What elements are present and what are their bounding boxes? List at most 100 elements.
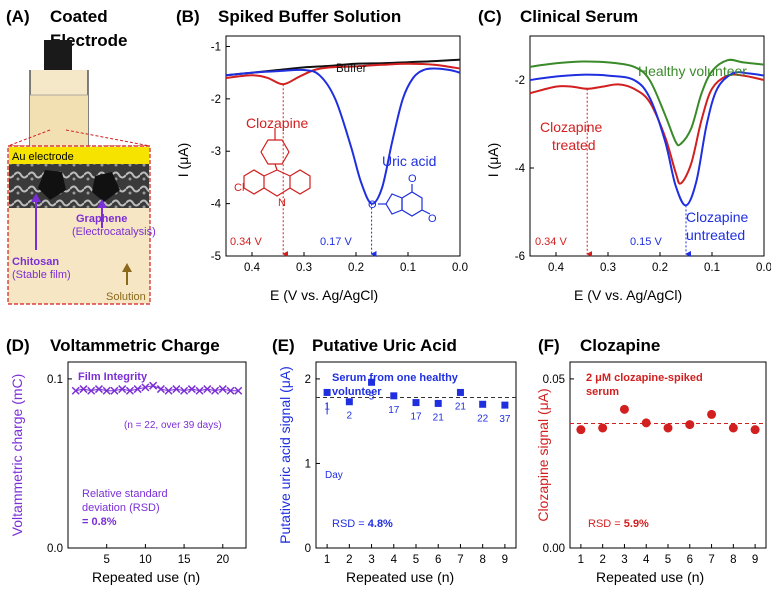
- day-value-label: 2: [347, 411, 353, 422]
- rsd-f: RSD = 5.9%: [588, 518, 649, 530]
- panel-b-series: [225, 58, 461, 257]
- x-tick-label: 1: [578, 554, 584, 566]
- y-tick-label: -1: [211, 41, 221, 53]
- peak-label-0-34: 0.34 V: [230, 236, 262, 248]
- data-point-square: [434, 399, 442, 407]
- panel-f-ticks: 1 2 3 4 5 6 7 8 9 0.00 0.05: [543, 374, 759, 566]
- x-tick-label: 6: [435, 554, 441, 566]
- nh-atom: N: [278, 197, 286, 209]
- graphene-label: Graphene: [76, 213, 127, 225]
- x-tick-label: 0.0: [756, 262, 771, 274]
- series-line-uric-acid: [225, 67, 461, 205]
- data-point-circle: [598, 423, 608, 433]
- series-line-healthy-volunteer: [529, 58, 765, 147]
- panel-d-title: Voltammetric Charge: [50, 336, 220, 355]
- x-tick-label: 0.3: [296, 262, 312, 274]
- electrode-cell-illustration: [7, 40, 151, 147]
- data-point-circle: [728, 423, 738, 433]
- y-tick-label: -4: [515, 163, 526, 175]
- panel-d: (D) Voltammetric Charge 5 10 15 20 0.0 0.1 Fi…: [6, 336, 247, 585]
- cl-atom: Cl: [234, 182, 244, 194]
- x-tick-label: 15: [178, 554, 191, 566]
- chitosan-label: Chitosan: [12, 256, 59, 268]
- rsd-label-3: = 0.8%: [82, 516, 117, 528]
- uric-o-atom: O: [368, 199, 377, 211]
- clozapine-treated-label-2: treated: [552, 137, 596, 153]
- x-tick-label: 8: [730, 554, 736, 566]
- y-tick-label: -6: [515, 251, 525, 263]
- panel-c-letter: (C): [478, 7, 502, 26]
- x-tick-label: 10: [139, 554, 152, 566]
- x-tick-label: 9: [752, 554, 758, 566]
- x-tick-label: 2: [346, 554, 352, 566]
- series-line-clozapine-treated: [529, 73, 765, 185]
- spiked-label-2: serum: [586, 386, 619, 398]
- day-value-label: 22: [477, 413, 489, 424]
- x-tick-label: 0.1: [704, 262, 720, 274]
- graphene-chitosan-film: [9, 164, 149, 208]
- uric-acid-label: Uric acid: [382, 153, 436, 169]
- y-tick-label: 0: [305, 543, 311, 555]
- x-tick-label: 8: [479, 554, 485, 566]
- chitosan-arrow-head: [31, 193, 41, 202]
- panel-b-frame: [225, 35, 461, 257]
- y-tick-label: -4: [211, 199, 222, 211]
- day-value-label: 17: [388, 405, 400, 416]
- n-note: (n = 22, over 39 days): [124, 420, 222, 431]
- panel-f: (F) Clozapine 1 2 3 4 5 6 7 8 9 0.00 0.05 2 μM clo…: [535, 336, 767, 585]
- day-label: Day: [325, 470, 343, 481]
- clozapine-treated-label-1: Clozapine: [540, 119, 602, 135]
- peak-label-0-15: 0.15 V: [630, 236, 662, 248]
- panel-b-ticks: 0.4 0.3 0.2 0.1 0.0 -1 -2 -3 -4 -5: [211, 41, 468, 274]
- panel-d-series: [71, 381, 243, 395]
- data-point-x-marker: [226, 386, 235, 395]
- graphene-sub-label: (Electrocatalysis): [72, 226, 156, 238]
- data-point-x-marker: [71, 386, 80, 395]
- y-tick-label: 0.0: [47, 543, 63, 555]
- data-point-x-marker: [180, 386, 189, 395]
- panel-d-ylabel: Voltammetric charge (mC): [9, 374, 25, 537]
- panel-d-xlabel: Repeated use (n): [92, 569, 200, 585]
- x-tick-label: 4: [643, 554, 650, 566]
- panel-f-series: [570, 404, 766, 435]
- buffer-label: Buffer: [336, 63, 367, 75]
- data-point-x-marker: [149, 381, 158, 390]
- day-value-label: 5: [369, 391, 375, 402]
- x-tick-label: 0.2: [348, 262, 364, 274]
- x-tick-label: 5: [413, 554, 419, 566]
- panel-b-title: Spiked Buffer Solution: [218, 7, 401, 26]
- panel-c-xlabel: E (V vs. Ag/AgCl): [574, 287, 682, 303]
- data-point-x-marker: [218, 385, 227, 394]
- panel-d-frame: [67, 361, 247, 549]
- data-point-x-marker: [110, 386, 119, 395]
- panel-b-letter: (B): [176, 7, 200, 26]
- panel-f-xlabel: Repeated use (n): [596, 569, 704, 585]
- x-tick-label: 20: [216, 554, 229, 566]
- data-point-x-marker: [156, 385, 165, 394]
- y-tick-label: 0.1: [47, 374, 63, 386]
- solution-label: Solution: [106, 291, 146, 303]
- x-tick-label: 7: [457, 554, 463, 566]
- panel-c-ticks: 0.4 0.3 0.2 0.1 0.0 -2 -4 -6: [515, 75, 771, 274]
- data-point-circle: [750, 425, 760, 435]
- panel-a-letter: (A): [6, 7, 30, 26]
- panel-b-xlabel: E (V vs. Ag/AgCl): [270, 287, 378, 303]
- panel-c-ylabel: I (μA): [485, 143, 501, 178]
- data-point-x-marker: [195, 386, 204, 395]
- x-tick-label: 9: [502, 554, 508, 566]
- graphene-flake: [92, 172, 120, 202]
- au-layer: [9, 147, 149, 164]
- x-tick-label: 5: [665, 554, 671, 566]
- data-point-x-marker: [102, 386, 111, 395]
- panel-c-title: Clinical Serum: [520, 7, 638, 26]
- film-integrity-label: Film Integrity: [78, 371, 148, 383]
- panel-c: (C) Clinical Serum 0.4 0.3 0.2 0.1 0.0 -2 -4 -6…: [478, 7, 771, 303]
- panel-f-letter: (F): [538, 336, 560, 355]
- data-point-circle: [619, 404, 629, 414]
- clozapine-label: Clozapine: [246, 115, 308, 131]
- y-tick-label: -2: [515, 75, 525, 87]
- data-point-square: [501, 401, 509, 409]
- panel-e-letter: (E): [272, 336, 295, 355]
- au-electrode-label: Au electrode: [12, 151, 74, 163]
